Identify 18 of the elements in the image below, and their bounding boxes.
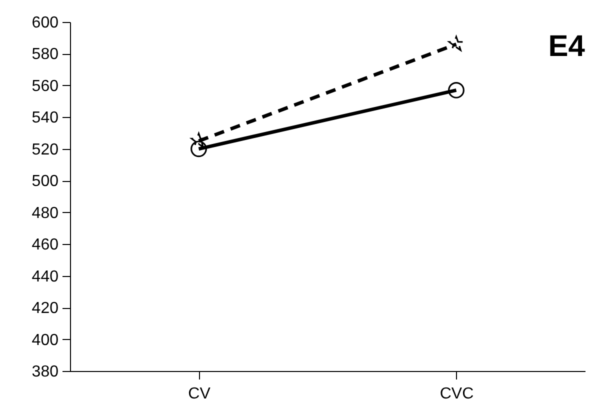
chart-title: E4 (548, 30, 586, 63)
y-tick-label: 540 (32, 110, 59, 127)
y-tick-label: 560 (32, 78, 59, 95)
y-tick-label: 420 (32, 300, 59, 318)
y-tick-label: 380 (32, 364, 59, 380)
y-tick-label: 580 (32, 46, 59, 64)
y-tick-label: 440 (32, 268, 59, 286)
point (190, 140, 207, 158)
point (448, 36, 464, 52)
y-tick-label: 600 (32, 14, 59, 32)
x-tick-label: CVC (440, 386, 474, 402)
x-tick-label: CV (188, 386, 211, 402)
y-tick-label: 460 (32, 236, 59, 254)
point (448, 82, 464, 98)
y-tick-label: 480 (32, 204, 59, 222)
y-tick-label: 500 (32, 173, 59, 190)
y-tick-label: 520 (32, 141, 59, 158)
y-tick-label: 400 (32, 332, 59, 349)
